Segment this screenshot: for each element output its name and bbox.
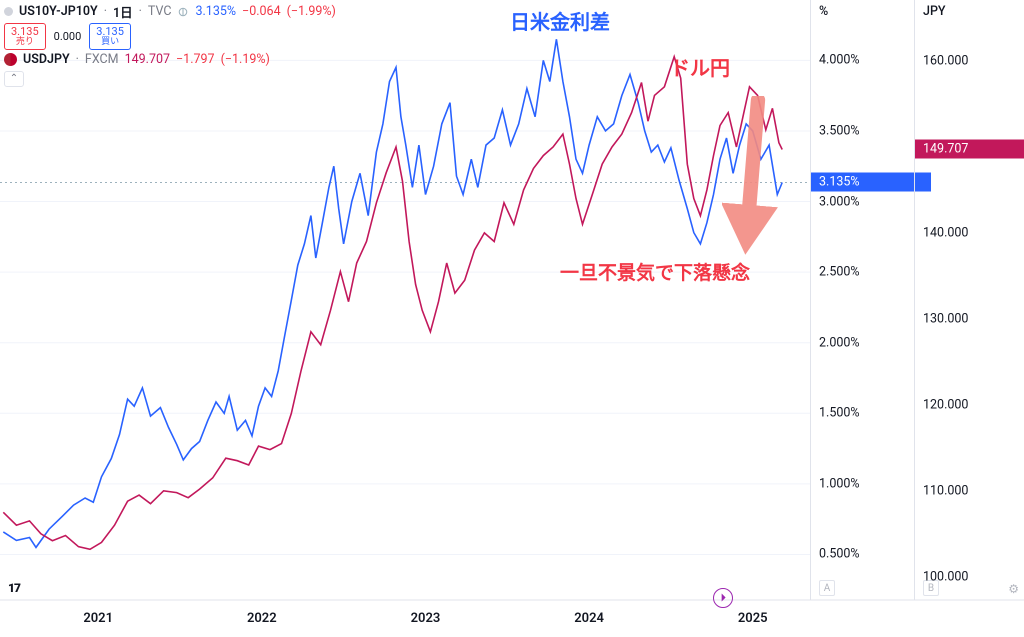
legend-line-spread[interactable]: US10Y-JP10Y · 1日 · TVC 3.135% −0.064 (−1… bbox=[4, 2, 336, 21]
scale-tick: 110.000 bbox=[923, 483, 968, 498]
change: −1.797 bbox=[176, 52, 215, 67]
scale-tick: 2.000% bbox=[819, 335, 860, 350]
scale-tick: 130.000 bbox=[923, 311, 968, 326]
annotation-title: 日米金利差 bbox=[510, 6, 610, 35]
price-tag: 3.135% bbox=[811, 173, 931, 192]
source: TVC bbox=[148, 4, 172, 19]
sell-pill[interactable]: 3.135売り bbox=[4, 23, 46, 50]
annotation-dollar: ドル円 bbox=[670, 52, 730, 81]
symbol-name: USDJPY bbox=[23, 52, 70, 67]
scale-tick: 140.000 bbox=[923, 225, 968, 240]
scale-letter: A bbox=[819, 580, 835, 596]
scale-tick: 3.000% bbox=[819, 194, 860, 209]
scale-tick: 1.500% bbox=[819, 406, 860, 421]
svg-text:2021: 2021 bbox=[83, 611, 113, 626]
scale-settings-icon[interactable]: ⚙ bbox=[1008, 582, 1019, 596]
scale-tick: 4.000% bbox=[819, 53, 860, 68]
scale-tick: 100.000 bbox=[923, 569, 968, 584]
scale-tick: 0.500% bbox=[819, 547, 860, 562]
price-scale-percent[interactable]: % A 0.500% 1.000% 1.500% 2.000% 2.500% 3.000%… bbox=[810, 0, 915, 600]
last-value: 3.135% bbox=[195, 4, 236, 19]
tradingview-logo: 17 bbox=[8, 581, 20, 595]
svg-text:2022: 2022 bbox=[247, 611, 277, 626]
compare-icon[interactable] bbox=[177, 6, 189, 18]
svg-text:2023: 2023 bbox=[411, 611, 441, 626]
scale-tick: 2.500% bbox=[819, 265, 860, 280]
price-tag: 149.707 bbox=[915, 140, 1024, 159]
bid-ask-row: 3.135売り 0.000 3.135買い bbox=[4, 23, 336, 50]
chart-legend: US10Y-JP10Y · 1日 · TVC 3.135% −0.064 (−1… bbox=[4, 2, 336, 87]
scale-tick: 120.000 bbox=[923, 397, 968, 412]
usdjpy-flag-icon bbox=[4, 53, 17, 66]
svg-text:2025: 2025 bbox=[738, 611, 768, 626]
change-pct: (−1.99%) bbox=[287, 4, 336, 19]
scale-tick: 1.000% bbox=[819, 476, 860, 491]
change-pct: (−1.19%) bbox=[221, 52, 270, 67]
scale-tick: 3.500% bbox=[819, 123, 860, 138]
annotation-warning: 一旦不景気で下落懸念 bbox=[560, 258, 750, 285]
price-scale-jpy[interactable]: JPY B ⚙ 100.000110.000120.000130.000140.… bbox=[914, 0, 1024, 600]
source: FXCM bbox=[85, 52, 119, 67]
collapse-legend-button[interactable]: ⌃ bbox=[4, 71, 24, 87]
spread-mid: 0.000 bbox=[52, 30, 84, 43]
legend-line-usdjpy[interactable]: USDJPY · FXCM 149.707 −1.797 (−1.19%) bbox=[4, 52, 336, 67]
scale-tick: 160.000 bbox=[923, 53, 968, 68]
change: −0.064 bbox=[242, 4, 281, 19]
symbol-name: US10Y-JP10Y bbox=[19, 4, 98, 19]
series-color-dot bbox=[4, 7, 13, 16]
annotation-arrow bbox=[722, 96, 784, 260]
interval: 1日 bbox=[113, 2, 133, 21]
scale-header: JPY bbox=[923, 4, 946, 19]
scale-header: % bbox=[819, 4, 828, 19]
svg-text:2024: 2024 bbox=[574, 611, 604, 626]
replay-marker[interactable]: ⏵ bbox=[713, 588, 733, 608]
last-value: 149.707 bbox=[125, 52, 170, 67]
buy-pill[interactable]: 3.135買い bbox=[89, 23, 131, 50]
